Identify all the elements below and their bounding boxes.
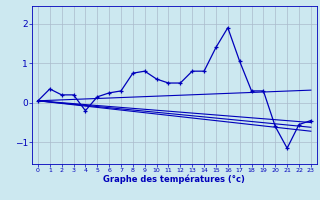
- X-axis label: Graphe des températures (°c): Graphe des températures (°c): [103, 175, 245, 184]
